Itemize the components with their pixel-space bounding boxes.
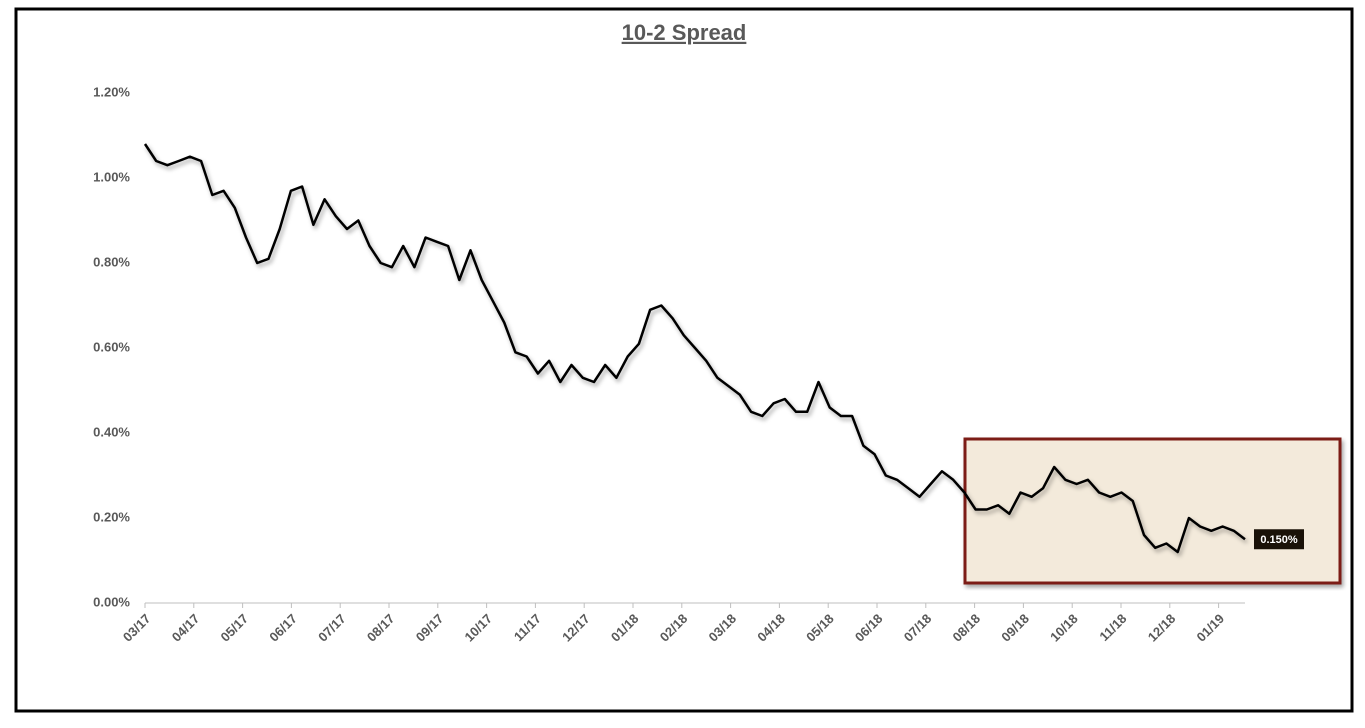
y-tick-label: 0.20% <box>93 509 130 524</box>
frame <box>14 7 1354 713</box>
y-tick-label: 0.80% <box>93 254 130 269</box>
chart-title: 10-2 Spread <box>622 20 747 45</box>
annotation: 0.150% <box>1260 534 1298 546</box>
highlight-box <box>963 437 1342 585</box>
y-tick-label: 0.60% <box>93 339 130 354</box>
y-tick-label: 0.00% <box>93 594 130 609</box>
line-series <box>143 143 1246 554</box>
annotation-bg <box>1254 529 1304 550</box>
y-tick-label: 0.40% <box>93 424 130 439</box>
y-tick-label: 1.20% <box>93 84 130 99</box>
y-tick-label: 1.00% <box>93 169 130 184</box>
